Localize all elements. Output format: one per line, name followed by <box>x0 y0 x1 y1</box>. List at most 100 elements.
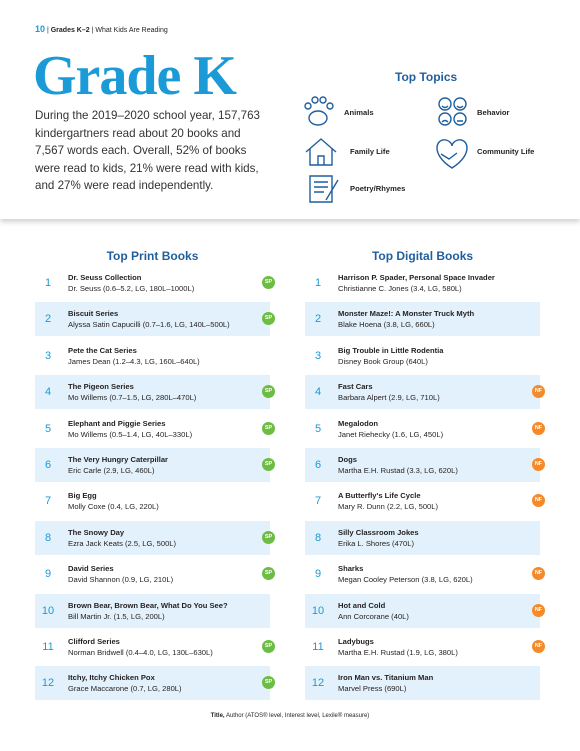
badge: SP <box>262 276 275 289</box>
book-row: 1 Dr. Seuss Collection Dr. Seuss (0.6–5.2,… <box>35 266 275 300</box>
rank: 6 <box>314 459 322 471</box>
book-row: 10 Hot and Cold Ann Corcorane (40L) NF <box>305 593 545 628</box>
page-number: 10 <box>35 24 46 34</box>
section: Grades K–2 <box>50 27 90 34</box>
rank: 10 <box>311 604 325 617</box>
book-row: 3 Pete the Cat Series James Dean (1.2–4.3,… <box>35 339 270 373</box>
rank: 11 <box>312 641 324 653</box>
book-row: 6 The Very Hungry Caterpillar Eric Carle (… <box>35 448 275 482</box>
book-title: Big Trouble in Little Rodentia <box>338 345 444 355</box>
book-title: Clifford Series <box>68 637 120 646</box>
book-details: Blake Hoena (3.8, LG, 660L) <box>338 320 435 330</box>
rank: 4 <box>44 386 52 399</box>
book-title: Harrison P. Spader, Personal Space Invad… <box>338 273 495 282</box>
book-details: Christianne C. Jones (3.4, LG, 580L) <box>338 284 462 293</box>
book-title: A Butterfly's Life Cycle <box>338 491 421 501</box>
badge: NF <box>532 603 545 617</box>
book-details: David Shannon (0.9, LG, 210L) <box>68 575 174 585</box>
badge: NF <box>532 421 545 435</box>
subsection: What Kids Are Reading <box>95 27 168 34</box>
separator: | <box>46 27 51 34</box>
book-title: Brown Bear, Brown Bear, What Do You See? <box>68 600 228 610</box>
rank: 1 <box>314 277 322 289</box>
book-details: Molly Coxe (0.4, LG, 220L) <box>68 502 159 512</box>
footnote-lead: Title, <box>210 713 225 719</box>
rank: 9 <box>314 568 322 581</box>
book-title: Pete the Cat Series <box>68 345 137 355</box>
book-row: 7 Big Egg Molly Coxe (0.4, LG, 220L) <box>35 484 270 518</box>
book-details: Mo Willems (0.7–1.5, LG, 280L–470L) <box>68 393 197 403</box>
book-row: 8 The Snowy Day Ezra Jack Keats (2.5, LG, … <box>35 520 275 555</box>
book-row: 2 Monster Maze!: A Monster Truck Myth Blak… <box>305 302 540 337</box>
book-row: 4 The Pigeon Series Mo Willems (0.7–1.5, L… <box>35 375 275 410</box>
book-details: Marvel Press (690L) <box>338 684 407 694</box>
topic-icons <box>304 96 468 203</box>
book-row: 1 Harrison P. Spader, Personal Space Inva… <box>305 266 540 300</box>
book-title: The Snowy Day <box>68 527 125 537</box>
book-row: 6 Dogs Martha E.H. Rustad (3.3, LG, 620L) N… <box>305 448 545 482</box>
topic-label: Poetry/Rhymes <box>350 184 406 193</box>
poetry-icon <box>309 175 339 203</box>
badge: NF <box>532 458 545 471</box>
page-header: 10 | Grades K–2 | What Kids Are Reading <box>35 24 168 34</box>
footnote-text: Author (ATOS® level, Interest level, Lex… <box>225 713 370 719</box>
topic-label: Family Life <box>350 147 390 156</box>
book-row: 5 Megalodon Janet Riehecky (1.6, LG, 450L)… <box>305 412 545 446</box>
book-details: Norman Bridwell (0.4–4.0, LG, 130L–630L) <box>68 648 213 657</box>
book-row: 3 Big Trouble in Little Rodentia Disney Bo… <box>305 339 540 373</box>
book-details: Erika L. Shores (470L) <box>338 538 414 548</box>
book-details: Martha E.H. Rustad (1.9, LG, 380L) <box>338 648 458 657</box>
book-title: Dr. Seuss Collection <box>68 273 142 282</box>
badge: SP <box>262 385 275 399</box>
book-details: Dr. Seuss (0.6–5.2, LG, 180L–1000L) <box>68 284 195 293</box>
badge: NF <box>532 494 545 508</box>
house-icon <box>305 138 337 166</box>
topic-label: Animals <box>344 108 374 117</box>
book-row: 12 Iron Man vs. Titanium Man Marvel Press … <box>305 666 540 701</box>
badge: SP <box>262 312 275 326</box>
book-title: Elephant and Piggie Series <box>68 418 166 428</box>
footnote: Title, Author (ATOS® level, Interest lev… <box>0 713 580 719</box>
badge: NF <box>532 567 545 581</box>
book-row: 2 Biscuit Series Alyssa Satin Capucilli (0… <box>35 302 275 337</box>
book-title: Hot and Cold <box>338 600 386 610</box>
badge: SP <box>262 458 275 471</box>
book-title: Dogs <box>338 455 357 464</box>
book-row: 9 David Series David Shannon (0.9, LG, 210… <box>35 557 275 591</box>
book-title: Fast Cars <box>338 382 373 392</box>
rank: 5 <box>314 422 322 435</box>
book-row: 5 Elephant and Piggie Series Mo Willems (0… <box>35 412 275 446</box>
book-details: Mary R. Dunn (2.2, LG, 500L) <box>338 502 439 512</box>
book-details: Mo Willems (0.5–1.4, LG, 40L–330L) <box>68 429 193 439</box>
book-title: Biscuit Series <box>68 309 119 319</box>
badge: SP <box>262 421 275 435</box>
book-details: Eric Carle (2.9, LG, 460L) <box>68 466 155 475</box>
rank: 4 <box>314 386 322 399</box>
badge: NF <box>532 640 545 653</box>
book-title: Silly Classroom Jokes <box>338 527 419 537</box>
book-details: Bill Martin Jr. (1.5, LG, 200L) <box>68 611 165 621</box>
book-row: 10 Brown Bear, Brown Bear, What Do You Se… <box>35 593 270 628</box>
book-details: Grace Maccarone (0.7, LG, 280L) <box>68 684 182 694</box>
book-row: 4 Fast Cars Barbara Alpert (2.9, LG, 710L)… <box>305 375 545 410</box>
topic-label: Community Life <box>477 147 535 156</box>
book-details: Martha E.H. Rustad (3.3, LG, 620L) <box>338 466 458 475</box>
digital-books-title: Top Digital Books <box>371 249 474 263</box>
rank: 6 <box>44 459 52 471</box>
badge: SP <box>262 530 275 544</box>
rank: 1 <box>44 277 52 289</box>
badge: SP <box>262 567 275 581</box>
rank: 5 <box>44 422 52 435</box>
topics-title: Top Topics <box>395 70 458 84</box>
book-title: David Series <box>68 564 114 574</box>
intro-text: During the 2019–2020 school year, 157,76… <box>35 109 260 192</box>
separator: | <box>91 27 96 34</box>
book-row: 12 Itchy, Itchy Chicken Pox Grace Maccaron… <box>35 666 275 701</box>
book-details: Janet Riehecky (1.6, LG, 450L) <box>338 429 444 439</box>
book-title: Big Egg <box>68 491 97 501</box>
book-details: Disney Book Group (640L) <box>338 356 428 366</box>
book-title: Iron Man vs. Titanium Man <box>338 673 434 683</box>
rank: 7 <box>44 495 52 508</box>
rank: 10 <box>41 604 55 617</box>
top-panel: 10 | Grades K–2 | What Kids Are Reading … <box>0 0 580 219</box>
